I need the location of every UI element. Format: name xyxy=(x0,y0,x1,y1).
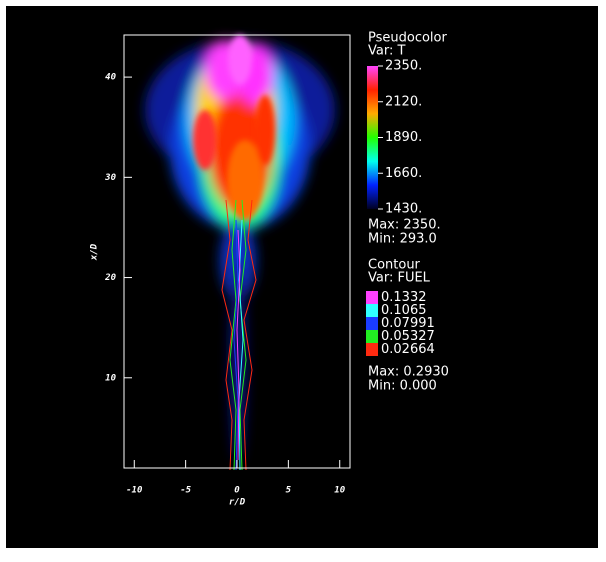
pseudocolor-var: Var: T xyxy=(368,44,405,59)
x-tick-label: -5 xyxy=(180,486,191,496)
contour-max: Max: 0.2930 xyxy=(368,365,449,380)
colorbar-tick-label: 1660. xyxy=(385,166,422,181)
colorbar xyxy=(367,66,378,209)
y-tick-label: 40 xyxy=(105,73,116,83)
colorbar-tick-label: 2350. xyxy=(385,59,422,74)
contour-level-label: 0.07991 xyxy=(381,316,435,331)
contour-level-label: 0.05327 xyxy=(381,329,435,344)
y-tick-label: 30 xyxy=(104,173,116,183)
contour-min: Min: 0.000 xyxy=(368,379,437,394)
pseudocolor-title: Pseudocolor xyxy=(368,31,447,46)
x-tick-label: -10 xyxy=(126,486,143,496)
pseudocolor-min: Min: 293.0 xyxy=(368,232,437,247)
contour-level-label: 0.02664 xyxy=(381,342,435,357)
y-tick-label: 20 xyxy=(104,273,116,283)
x-axis-label: r/D xyxy=(229,498,246,508)
colorbar-tick-label: 1890. xyxy=(385,130,422,145)
contour-var: Var: FUEL xyxy=(368,271,431,286)
contour-swatch xyxy=(366,343,378,356)
y-axis-label: x/D xyxy=(90,243,100,261)
colorbar-tick-label: 2120. xyxy=(385,94,422,109)
colorbar-tick-label: 1430. xyxy=(385,202,422,217)
x-tick-label: 5 xyxy=(286,486,292,496)
y-tick-label: 10 xyxy=(105,373,116,383)
contour-swatch xyxy=(366,317,378,330)
contour-swatch xyxy=(366,304,378,317)
pseudocolor-max: Max: 2350. xyxy=(368,218,441,233)
contour-level-label: 0.1065 xyxy=(381,303,427,318)
contour-title: Contour xyxy=(368,258,421,273)
plume xyxy=(145,35,335,471)
contour-swatch xyxy=(366,330,378,343)
contour-swatch xyxy=(366,291,378,304)
x-tick-label: 10 xyxy=(334,486,345,496)
contour-level-label: 0.1332 xyxy=(381,290,427,305)
x-tick-label: 0 xyxy=(234,486,240,496)
